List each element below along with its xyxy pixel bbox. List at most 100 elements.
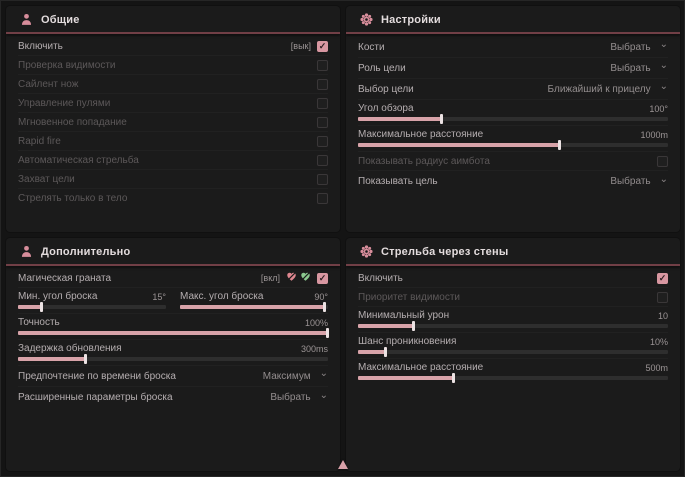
- setting-row: Расширенные параметры броска Выбрать ⌄: [18, 387, 328, 408]
- dropdown[interactable]: Выбрать ⌄: [610, 60, 668, 74]
- checkbox[interactable]: [317, 116, 328, 128]
- slider[interactable]: [358, 140, 668, 150]
- slider-thumb[interactable]: [383, 347, 387, 357]
- setting-row: Включить ✓: [358, 269, 668, 288]
- setting-value: 90°: [314, 291, 328, 302]
- slider-fill: [18, 305, 42, 309]
- slider[interactable]: [358, 373, 668, 383]
- checkbox[interactable]: [657, 291, 668, 303]
- panel-additional: Дополнительно Магическая граната [вкл] ✓ Ми…: [6, 238, 340, 471]
- heart-slash-pink-icon[interactable]: [286, 269, 297, 287]
- slider-setting: Макс. угол броска 90°: [180, 288, 328, 313]
- dropdown[interactable]: Выбрать ⌄: [610, 174, 668, 187]
- panel-general-header: Общие: [6, 6, 340, 34]
- setting-label: Показывать радиус аимбота: [358, 155, 490, 167]
- setting-label: Сайлент нож: [18, 78, 79, 90]
- panel-title: Общие: [41, 13, 80, 26]
- setting-row: Минимальный урон 10: [358, 307, 668, 333]
- checkbox[interactable]: ✓: [317, 40, 328, 52]
- slider-fill: [358, 324, 414, 328]
- panel-wallbang-header: Стрельба через стены: [346, 238, 680, 266]
- slider[interactable]: [18, 354, 328, 364]
- setting-row: Захват цели: [18, 170, 328, 189]
- checkbox[interactable]: ✓: [317, 272, 328, 284]
- slider-setting: Мин. угол броска 15°: [18, 288, 166, 313]
- setting-label: Приоритет видимости: [358, 291, 461, 303]
- setting-label: Максимальное расстояние: [358, 362, 484, 373]
- dropdown[interactable]: Максимум ⌄: [262, 368, 328, 382]
- slider[interactable]: [180, 302, 328, 312]
- setting-row: Шанс проникновения 10%: [358, 333, 668, 359]
- slider[interactable]: [18, 302, 166, 312]
- setting-row: Задержка обновления 300ms: [18, 340, 328, 366]
- setting-label: Проверка видимости: [18, 59, 116, 71]
- checkbox[interactable]: [317, 97, 328, 109]
- slider-thumb[interactable]: [452, 373, 456, 383]
- person-icon: [20, 245, 33, 258]
- setting-row: Максимальное расстояние 1000m: [358, 126, 668, 152]
- setting-label: Автоматическая стрельба: [18, 154, 139, 166]
- dropdown-value: Выбрать: [610, 41, 651, 53]
- checkbox[interactable]: [317, 135, 328, 147]
- setting-value: 10: [657, 310, 668, 321]
- slider-thumb[interactable]: [439, 114, 443, 124]
- slider[interactable]: [358, 321, 668, 331]
- slider-fill: [358, 117, 442, 121]
- hotkey-label: [вкл]: [260, 273, 280, 283]
- slider-fill: [18, 357, 87, 361]
- setting-label: Макс. угол броска: [180, 291, 264, 302]
- slider-thumb[interactable]: [326, 328, 329, 338]
- setting-value: 100°: [649, 103, 668, 114]
- slider-thumb[interactable]: [411, 321, 415, 331]
- setting-label: Угол обзора: [358, 103, 414, 114]
- setting-label: Максимальное расстояние: [358, 129, 484, 140]
- checkbox[interactable]: [317, 59, 328, 71]
- slider-thumb[interactable]: [323, 302, 327, 312]
- setting-row: Стрелять только в тело: [18, 189, 328, 208]
- slider-thumb[interactable]: [84, 354, 88, 364]
- setting-row: Предпочтение по времени броска Максимум ⌄: [18, 366, 328, 387]
- setting-label: Расширенные параметры броска: [18, 392, 173, 403]
- setting-label: Включить: [358, 272, 403, 284]
- setting-label: Предпочтение по времени броска: [18, 370, 176, 382]
- checkbox[interactable]: [317, 78, 328, 90]
- dropdown-value: Выбрать: [610, 62, 651, 74]
- slider[interactable]: [18, 328, 329, 338]
- slider-fill: [18, 331, 328, 335]
- checkbox[interactable]: [317, 193, 328, 204]
- slider[interactable]: [358, 347, 668, 357]
- chevron-down-icon: ⌄: [659, 60, 668, 71]
- dropdown-value: Максимум: [262, 370, 311, 382]
- slider-thumb[interactable]: [557, 140, 561, 150]
- slider-thumb[interactable]: [39, 302, 43, 312]
- setting-label: Задержка обновления: [18, 343, 122, 354]
- chevron-down-icon: ⌄: [659, 81, 668, 92]
- setting-label: Показывать цель: [358, 176, 438, 187]
- setting-label: Включить: [18, 40, 63, 52]
- gear-icon: [360, 245, 373, 258]
- checkbox[interactable]: ✓: [657, 272, 668, 284]
- setting-label: Захват цели: [18, 173, 75, 185]
- setting-label: Точность: [18, 317, 60, 328]
- dropdown[interactable]: Ближайший к прицелу ⌄: [548, 81, 668, 95]
- panel-settings: Настройки Кости Выбрать ⌄ Роль цели Выбрать ⌄…: [346, 6, 680, 232]
- heart-slash-green-icon[interactable]: [300, 269, 311, 287]
- chevron-down-icon: ⌄: [319, 368, 328, 379]
- setting-row: Выбор цели Ближайший к прицелу ⌄: [358, 79, 668, 100]
- setting-label: Стрелять только в тело: [18, 193, 128, 204]
- setting-label: Шанс проникновения: [358, 336, 457, 347]
- setting-row: Магическая граната [вкл] ✓: [18, 269, 328, 288]
- checkbox[interactable]: [657, 155, 668, 167]
- setting-value: 100%: [304, 317, 328, 328]
- slider[interactable]: [358, 114, 668, 124]
- setting-row: Показывать цель Выбрать ⌄: [358, 171, 668, 192]
- setting-row: Мин. угол броска 15° Макс. угол броска 90°: [18, 288, 328, 314]
- setting-label: Управление пулями: [18, 97, 111, 109]
- panel-settings-header: Настройки: [346, 6, 680, 34]
- dropdown[interactable]: Выбрать ⌄: [270, 390, 328, 403]
- setting-row: Показывать радиус аимбота: [358, 152, 668, 171]
- checkbox[interactable]: [317, 154, 328, 166]
- checkbox[interactable]: [317, 173, 328, 185]
- dropdown[interactable]: Выбрать ⌄: [610, 40, 668, 53]
